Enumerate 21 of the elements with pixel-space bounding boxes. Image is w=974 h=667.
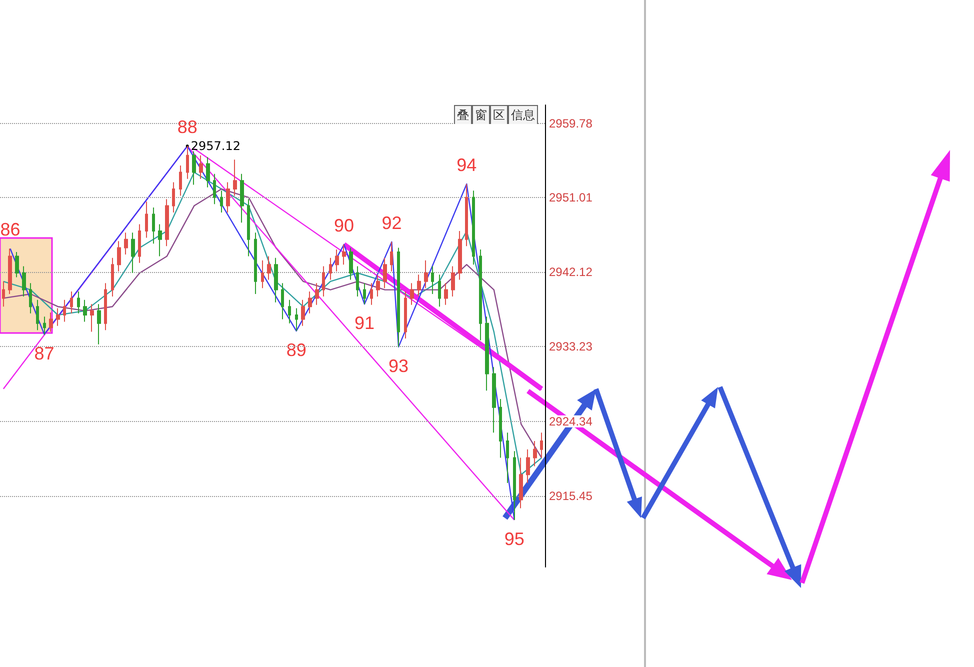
annotation: 叠 (454, 105, 472, 124)
annotation: 区 (490, 105, 508, 124)
annotation: 窗 (472, 105, 490, 124)
annotation: 90 (334, 215, 354, 236)
y-tick-label: 2951.01 (549, 190, 593, 204)
annotation: 88 (177, 117, 198, 138)
y-tick-label: 2942.12 (549, 264, 593, 279)
annotation: 87 (34, 343, 54, 364)
y-tick-label: 2924.34 (549, 414, 593, 428)
annotation: 95 (504, 528, 524, 549)
y-tick-label: 2915.45 (549, 489, 593, 504)
annotation: 信息 (508, 105, 538, 124)
annotation: 94 (456, 154, 477, 175)
y-tick-label: 2933.23 (549, 340, 593, 354)
annotation: 91 (354, 313, 374, 334)
annotation: 92 (382, 212, 402, 233)
annotation: 86 (0, 220, 20, 240)
y-tick-label: 2959.78 (549, 116, 593, 131)
annotation: 2957.12 (190, 138, 240, 153)
annotation: 89 (286, 340, 306, 360)
annotation: 93 (388, 356, 409, 376)
